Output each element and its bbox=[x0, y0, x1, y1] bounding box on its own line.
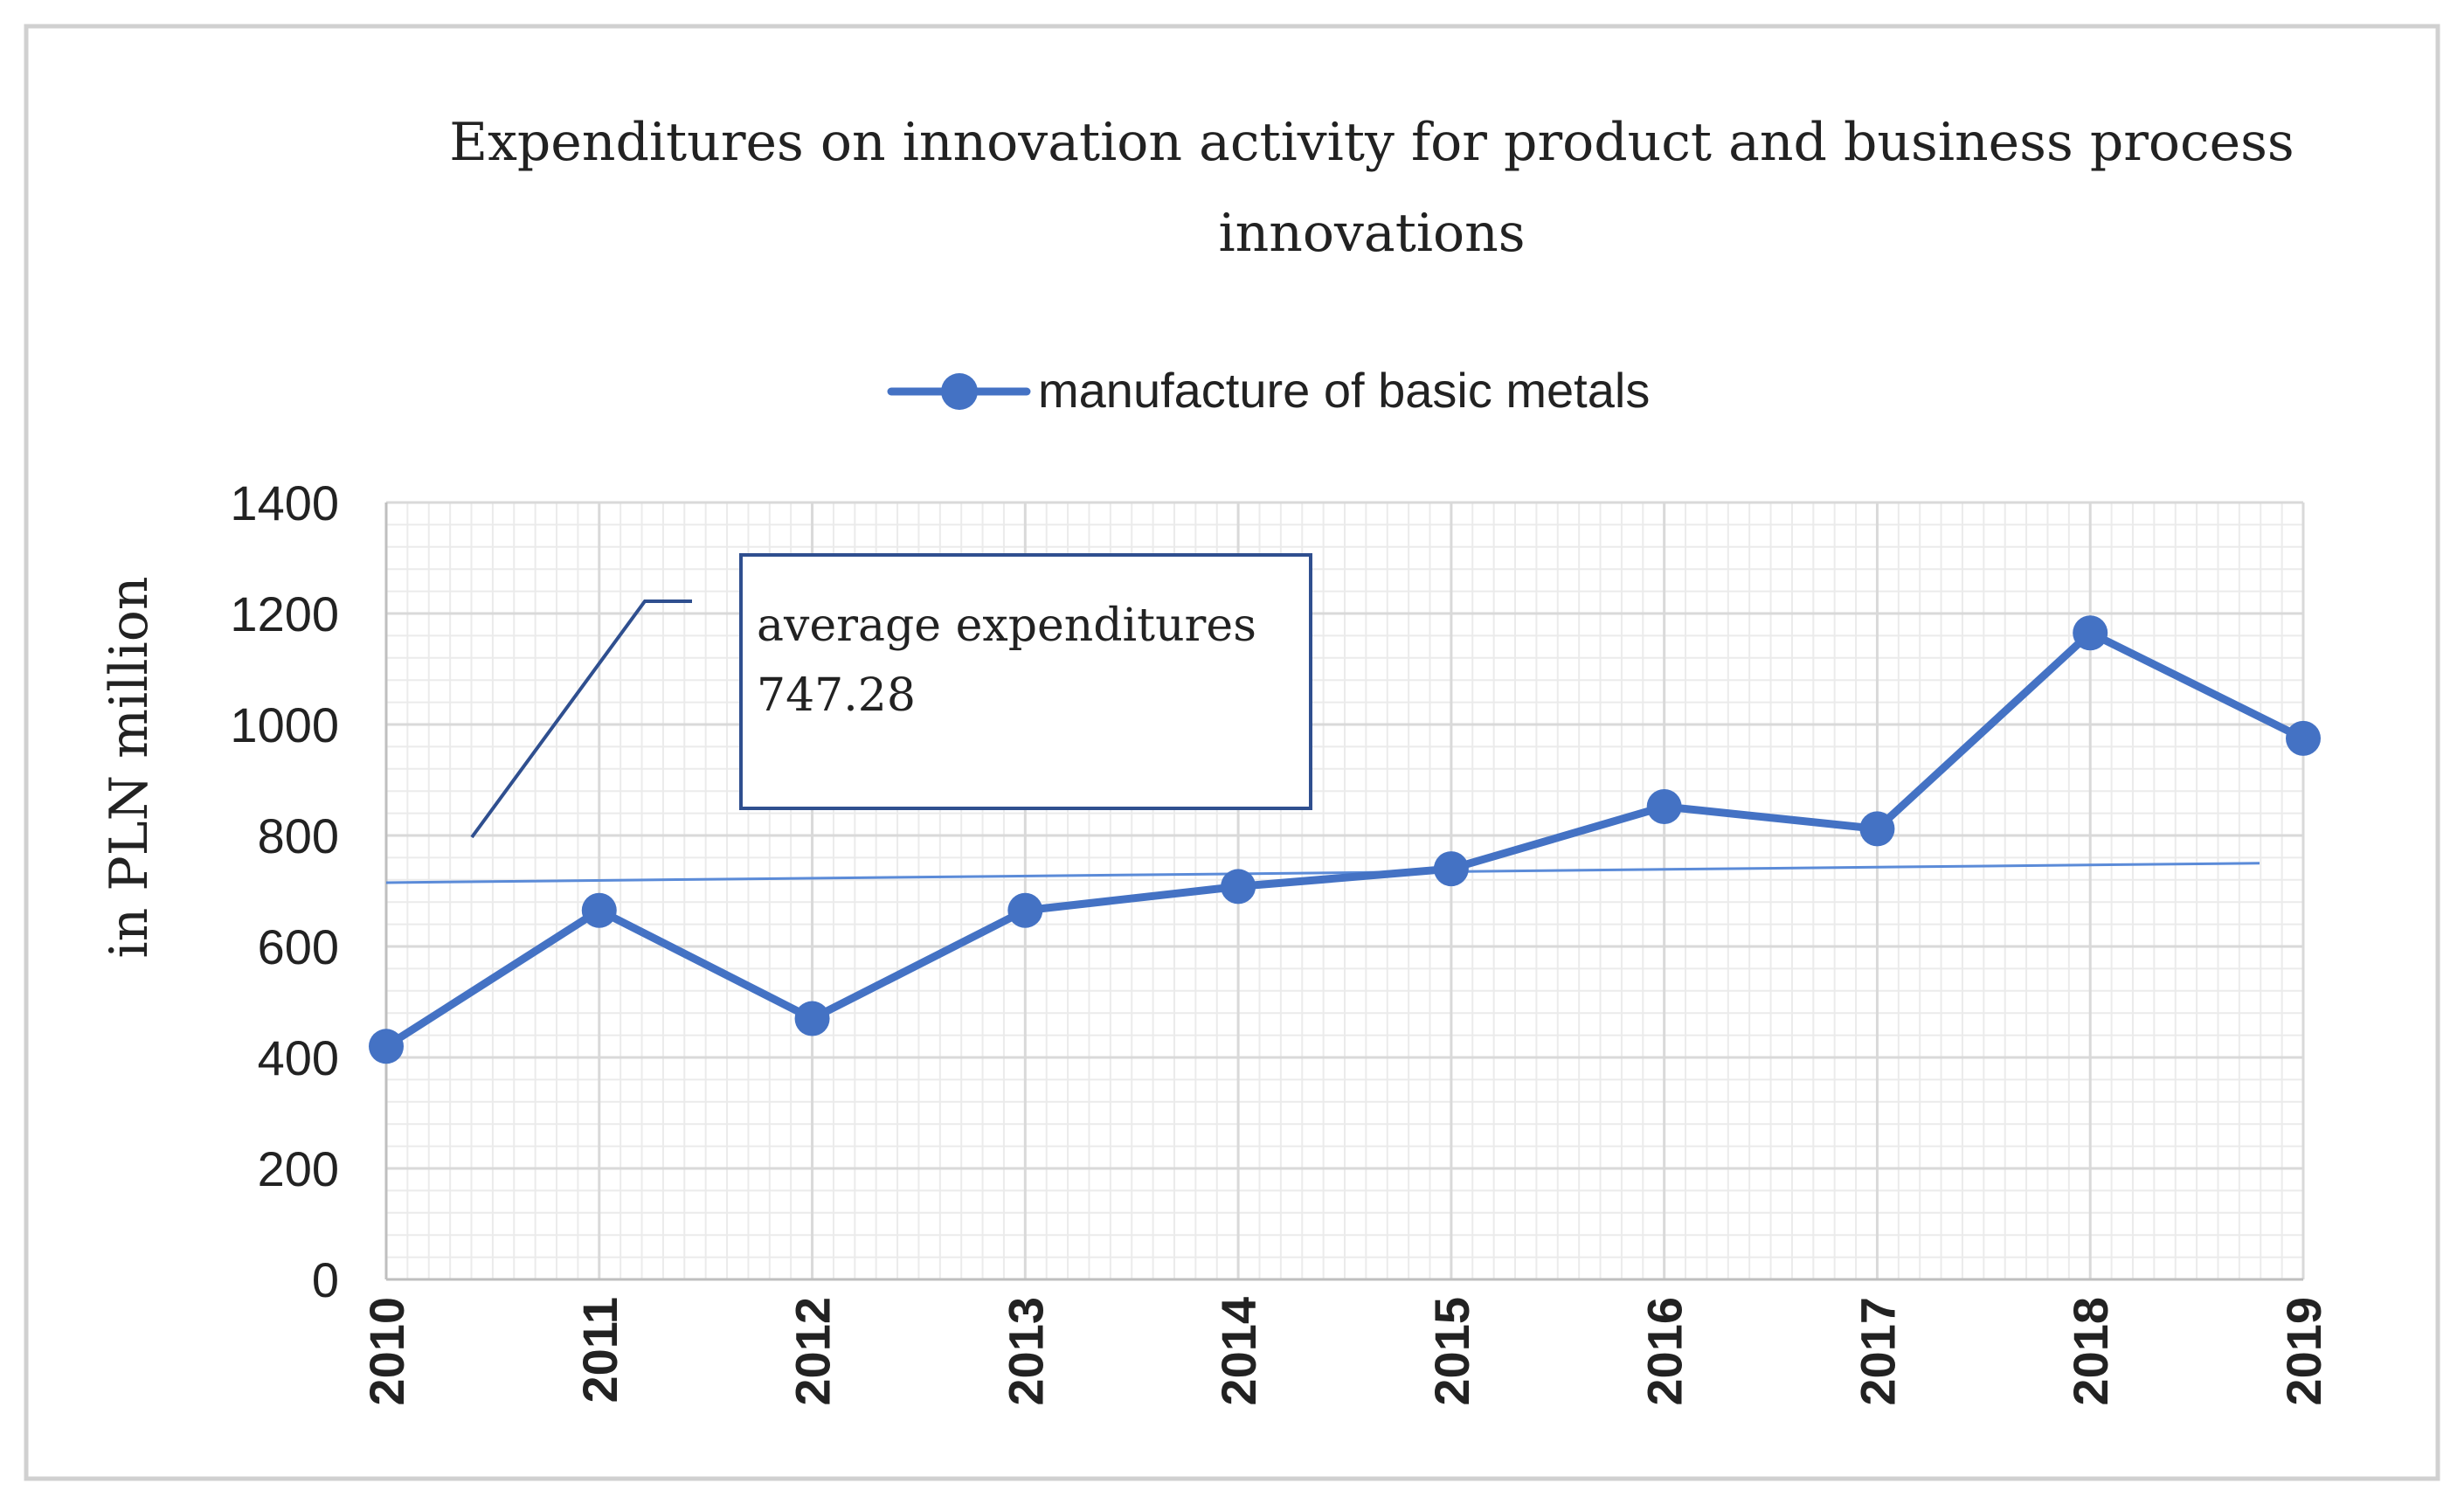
data-point bbox=[1221, 869, 1256, 905]
x-tick-label: 2013 bbox=[998, 1297, 1053, 1406]
x-tick-label: 2017 bbox=[1850, 1297, 1905, 1406]
annotation-box bbox=[739, 553, 1312, 810]
x-ticks: 2010 2011 2012 2013 2014 2015 2016 2017 2018 2019 bbox=[359, 1297, 2331, 1406]
x-tick-label: 2015 bbox=[1424, 1297, 1479, 1406]
y-tick-label: 1200 bbox=[230, 586, 339, 641]
legend-label: manufacture of basic metals bbox=[1038, 363, 1650, 418]
y-ticks: 0 200 400 600 800 1000 1200 1400 bbox=[230, 475, 339, 1307]
x-tick-label: 2012 bbox=[786, 1297, 841, 1406]
y-tick-label: 0 bbox=[312, 1252, 339, 1307]
y-tick-label: 600 bbox=[258, 919, 339, 974]
data-point bbox=[1859, 811, 1895, 847]
legend: manufacture of basic metals bbox=[887, 363, 1650, 418]
trendline bbox=[385, 862, 2260, 884]
data-point bbox=[581, 892, 617, 928]
series-line bbox=[382, 628, 2308, 1050]
annotation: average expenditures 747.28 bbox=[470, 553, 1312, 839]
data-point bbox=[1433, 851, 1469, 887]
data-point bbox=[2286, 720, 2321, 756]
y-tick-label: 1400 bbox=[230, 475, 339, 530]
data-point bbox=[2073, 615, 2108, 651]
annotation-leader-line bbox=[470, 600, 692, 839]
data-point bbox=[1646, 788, 1682, 824]
y-tick-label: 1000 bbox=[230, 697, 339, 752]
chart-title-line-1: Expenditures on innovation activity for … bbox=[449, 112, 2294, 173]
data-point bbox=[369, 1029, 404, 1064]
x-tick-label: 2011 bbox=[572, 1297, 627, 1404]
data-point bbox=[794, 1001, 830, 1036]
x-tick-label: 2018 bbox=[2063, 1297, 2118, 1406]
y-tick-label: 800 bbox=[258, 808, 339, 863]
x-tick-label: 2010 bbox=[359, 1297, 414, 1406]
y-tick-label: 200 bbox=[258, 1141, 339, 1196]
data-point bbox=[1007, 892, 1043, 928]
y-tick-label: 400 bbox=[258, 1030, 339, 1085]
series-layer bbox=[369, 615, 2321, 1064]
x-tick-label: 2014 bbox=[1211, 1297, 1266, 1406]
annotation-line-1: average expenditures bbox=[757, 600, 1256, 652]
axes bbox=[384, 503, 2303, 1281]
legend-marker bbox=[941, 373, 978, 410]
y-axis-label: in PLN million bbox=[99, 576, 160, 958]
x-tick-label: 2019 bbox=[2276, 1297, 2331, 1406]
chart-title-line-2: innovations bbox=[1218, 203, 1525, 264]
annotation-line-2: 747.28 bbox=[757, 669, 916, 722]
x-tick-label: 2016 bbox=[1637, 1297, 1692, 1406]
